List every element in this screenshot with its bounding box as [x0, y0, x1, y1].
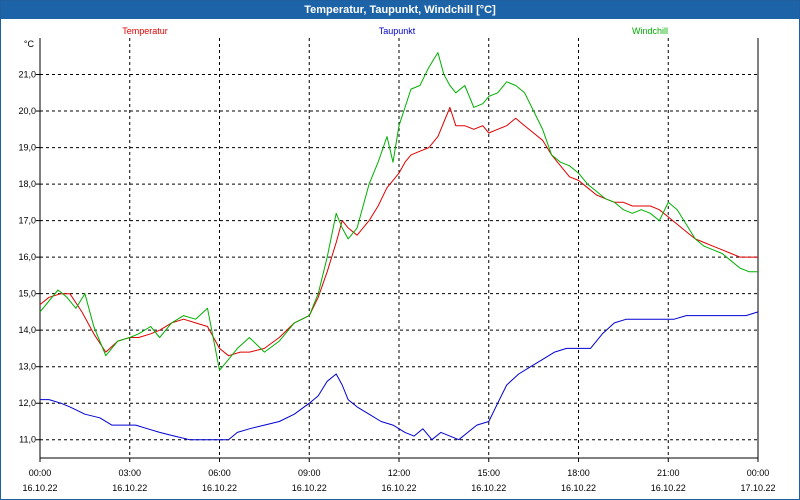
- y-tick-label: 20,0: [18, 106, 36, 116]
- x-tick-time: 03:00: [118, 468, 141, 478]
- y-tick-label: 11,0: [19, 435, 36, 445]
- y-tick-label: 19,0: [18, 143, 36, 153]
- x-tick-time: 15:00: [477, 468, 500, 478]
- tick-labels: 11,0 12,0 13,0 14,0 15,0 16,0 17,0 18,0 19,0 20,0…: [18, 39, 775, 493]
- x-tick-date: 17.10.22: [740, 483, 775, 493]
- x-tick-time: 00:00: [747, 468, 770, 478]
- legend-taupunkt: Taupunkt: [379, 26, 416, 36]
- y-tick-label: 14,0: [18, 325, 36, 335]
- x-tick-date: 16.10.22: [471, 483, 506, 493]
- chart-title: Temperatur, Taupunkt, Windchill [°C]: [1, 1, 799, 19]
- x-tick-date: 16.10.22: [292, 483, 327, 493]
- x-tick-date: 16.10.22: [202, 483, 237, 493]
- y-tick-label: 16,0: [18, 252, 36, 262]
- y-tick-label: 13,0: [18, 362, 36, 372]
- legend: Temperatur Taupunkt Windchill: [122, 26, 668, 36]
- x-tick-time: 18:00: [567, 468, 590, 478]
- y-unit-label: °C: [24, 39, 35, 49]
- x-tick-time: 00:00: [29, 468, 52, 478]
- x-tick-time: 21:00: [657, 468, 680, 478]
- x-tick-time: 09:00: [298, 468, 321, 478]
- x-tick-time: 12:00: [388, 468, 411, 478]
- legend-temperatur: Temperatur: [122, 26, 168, 36]
- y-tick-label: 18,0: [18, 179, 36, 189]
- legend-windchill: Windchill: [632, 26, 668, 36]
- series-line-temperatur: [39, 106, 758, 357]
- y-tick-label: 17,0: [18, 216, 36, 226]
- series-lines: [39, 52, 759, 441]
- grid: [40, 38, 758, 458]
- x-tick-date: 16.10.22: [561, 483, 596, 493]
- axes: [36, 38, 759, 462]
- x-tick-date: 16.10.22: [22, 483, 57, 493]
- y-tick-label: 21,0: [18, 70, 36, 80]
- x-tick-date: 16.10.22: [651, 483, 686, 493]
- x-tick-date: 16.10.22: [112, 483, 147, 493]
- series-line-taupunkt: [40, 311, 759, 441]
- x-tick-time: 06:00: [208, 468, 231, 478]
- y-tick-label: 15,0: [18, 289, 36, 299]
- series-line-windchill: [39, 52, 758, 371]
- y-tick-label: 12,0: [18, 398, 36, 408]
- x-tick-date: 16.10.22: [381, 483, 416, 493]
